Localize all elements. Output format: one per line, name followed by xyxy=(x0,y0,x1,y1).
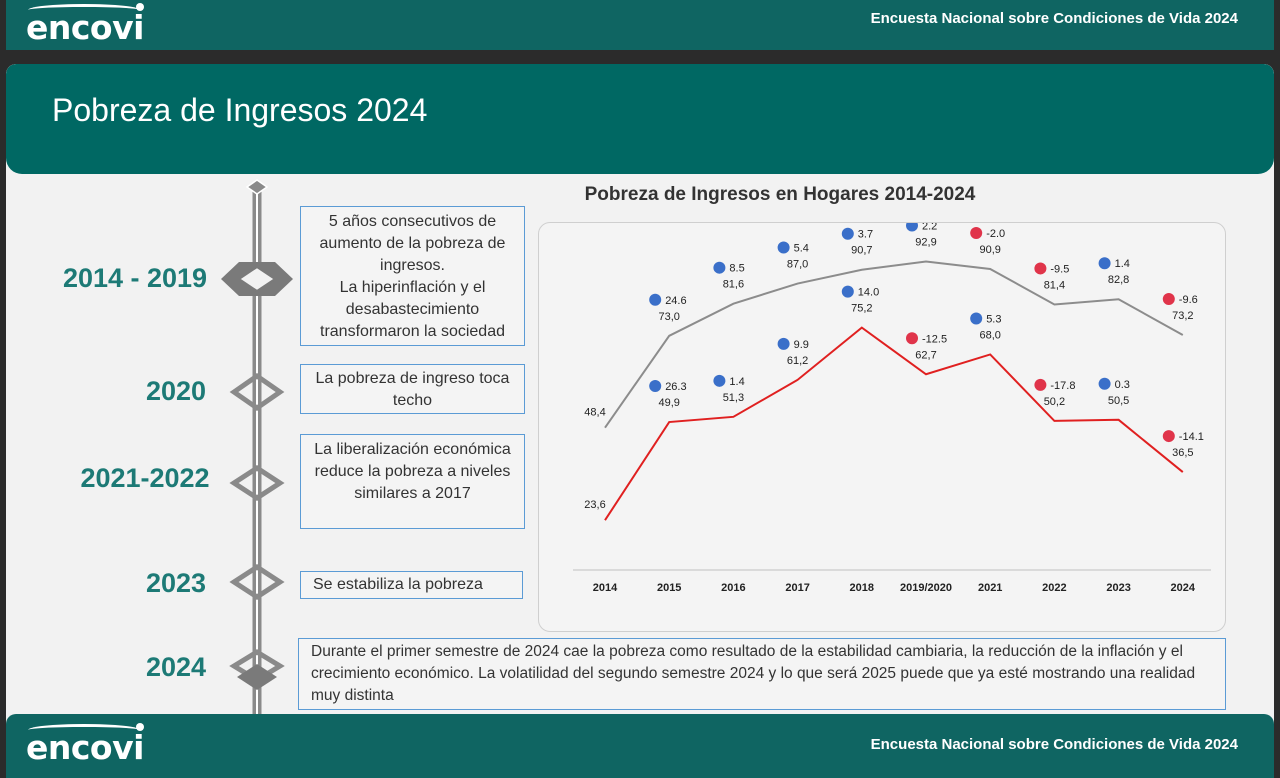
year-label-2023: 2023 xyxy=(145,568,207,598)
x-tick-label: 2014 xyxy=(593,582,618,594)
increase-marker xyxy=(713,261,726,274)
chart-card: 2014 2015 2016 2017 2018 2019/2020 2021 2022 202… xyxy=(538,219,1226,632)
increase-marker xyxy=(906,219,918,232)
data-label: 81,6 xyxy=(723,279,744,291)
decrease-marker xyxy=(1162,430,1175,443)
x-tick-label: 2023 xyxy=(1106,582,1130,594)
data-label: 68,0 xyxy=(979,329,1000,341)
increase-marker xyxy=(1098,257,1111,270)
change-label: 0.3 xyxy=(1115,379,1130,391)
x-tick-label: 2016 xyxy=(721,582,745,594)
x-tick-label: 2019/2020 xyxy=(900,582,952,594)
data-label: 92,9 xyxy=(915,237,936,249)
change-label: -9.5 xyxy=(1050,263,1069,275)
chart-title: Pobreza de Ingresos en Hogares 2014-2024 xyxy=(584,184,976,205)
change-label: -12.5 xyxy=(922,333,947,345)
increase-marker xyxy=(841,227,854,240)
x-tick-label: 2018 xyxy=(850,582,874,594)
change-label: 1.4 xyxy=(729,376,744,388)
data-label: 75,2 xyxy=(851,303,872,315)
timeline-text-2023: Se estabiliza la pobreza xyxy=(300,571,523,599)
series-line-0 xyxy=(604,260,1184,429)
change-label: 9.9 xyxy=(794,339,809,351)
data-label: 61,2 xyxy=(787,355,808,367)
timeline-rail xyxy=(221,179,293,719)
increase-marker xyxy=(777,337,790,350)
change-label: 2.2 xyxy=(922,223,937,233)
increase-marker xyxy=(841,285,854,298)
change-label: -9.6 xyxy=(1179,294,1198,306)
increase-marker xyxy=(777,241,790,254)
change-label: 14.0 xyxy=(858,287,879,299)
data-label: 73,0 xyxy=(658,311,679,323)
change-label: 5.4 xyxy=(794,243,809,255)
logo-text-footer: encovi xyxy=(26,728,144,767)
logo-text: encovi xyxy=(26,8,144,47)
data-label: 90,9 xyxy=(979,244,1000,256)
series-line-1 xyxy=(604,326,1184,521)
slide: Pobreza de Ingresos 2024 2014 - 2019 202… xyxy=(6,64,1274,778)
decrease-marker xyxy=(906,332,918,345)
increase-marker xyxy=(649,380,662,393)
change-label: -14.1 xyxy=(1179,431,1204,443)
data-label: 49,9 xyxy=(658,397,679,409)
slide-title: Pobreza de Ingresos 2024 xyxy=(52,92,428,128)
timeline-text-2014-2019: 5 años consecutivos de aumento de la pob… xyxy=(300,206,525,346)
change-label: 8.5 xyxy=(729,263,744,275)
encovi-logo: encovi xyxy=(26,3,146,47)
year-label-2014-2019: 2014 - 2019 xyxy=(62,263,208,293)
increase-marker xyxy=(713,374,726,387)
survey-title: Encuesta Nacional sobre Condiciones de V… xyxy=(870,10,1238,27)
bottom-footer-bar: encovi Encuesta Nacional sobre Condicion… xyxy=(6,714,1274,778)
increase-marker xyxy=(1098,377,1111,390)
change-label: -17.8 xyxy=(1050,380,1075,392)
x-tick-label: 2015 xyxy=(657,582,681,594)
increase-marker xyxy=(649,293,662,306)
change-label: 1.4 xyxy=(1115,258,1130,270)
data-label: 82,8 xyxy=(1108,274,1129,286)
poverty-line-chart: 2014 2015 2016 2017 2018 2019/2020 2021 2022 202… xyxy=(573,219,1211,594)
timeline-text-2024: Durante el primer semestre de 2024 cae l… xyxy=(298,638,1226,710)
slide-header: Pobreza de Ingresos 2024 xyxy=(6,64,1274,174)
change-label: 3.7 xyxy=(858,229,873,241)
data-label: 23,6 xyxy=(584,499,605,511)
data-label: 73,2 xyxy=(1172,310,1193,322)
data-label: 50,5 xyxy=(1108,395,1129,407)
year-label-2021-2022: 2021-2022 xyxy=(80,463,210,493)
decrease-marker xyxy=(1034,262,1047,275)
survey-title-footer: Encuesta Nacional sobre Condiciones de V… xyxy=(870,736,1238,753)
timeline-text-2021-2022: La liberalización económica reduce la po… xyxy=(300,434,525,529)
increase-marker xyxy=(970,312,983,325)
data-label: 90,7 xyxy=(851,245,872,257)
data-label: 87,0 xyxy=(787,259,808,271)
data-label: 50,2 xyxy=(1044,396,1065,408)
change-label: 24.6 xyxy=(665,295,686,307)
data-label: 48,4 xyxy=(584,407,605,419)
x-tick-label: 2024 xyxy=(1171,582,1196,594)
data-label: 62,7 xyxy=(915,349,936,361)
decrease-marker xyxy=(970,226,983,239)
timeline-text-2020: La pobreza de ingreso toca techo xyxy=(300,364,525,414)
x-tick-label: 2021 xyxy=(978,582,1002,594)
x-tick-label: 2022 xyxy=(1042,582,1066,594)
change-label: 26.3 xyxy=(665,381,686,393)
change-label: 5.3 xyxy=(986,313,1001,325)
data-label: 51,3 xyxy=(723,392,744,404)
data-label: 36,5 xyxy=(1172,447,1193,459)
year-label-2020: 2020 xyxy=(145,376,207,406)
change-label: -2.0 xyxy=(986,228,1005,240)
decrease-marker xyxy=(1034,378,1047,391)
year-label-2024: 2024 xyxy=(145,652,207,682)
data-label: 81,4 xyxy=(1044,279,1065,291)
encovi-logo-footer: encovi xyxy=(26,723,146,767)
top-header-bar: encovi Encuesta Nacional sobre Condicion… xyxy=(6,0,1274,50)
x-tick-label: 2017 xyxy=(785,582,809,594)
decrease-marker xyxy=(1162,293,1175,306)
